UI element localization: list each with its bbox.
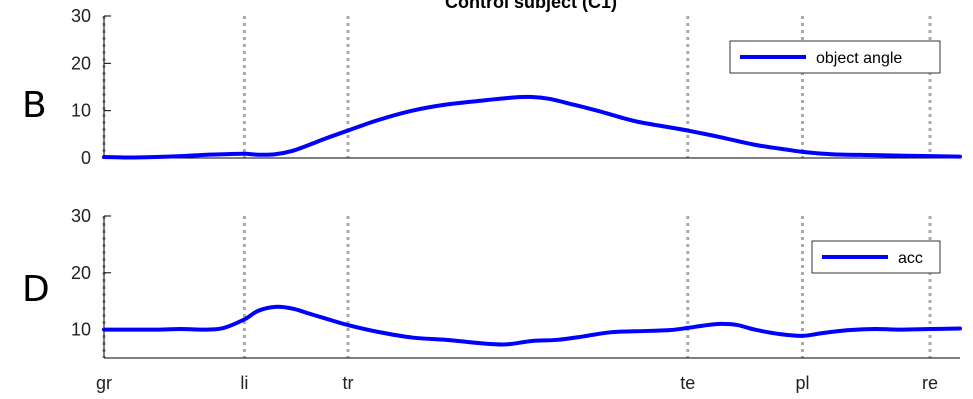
x-tick-label: re: [922, 373, 938, 393]
legend-label: object angle: [816, 50, 902, 67]
legend: [729, 40, 941, 74]
y-tick-label: 30: [71, 6, 91, 26]
x-tick-label: te: [680, 373, 695, 393]
y-tick-label: 20: [71, 53, 91, 73]
x-tick-label: pl: [795, 373, 809, 393]
panel-d: D 10 20 30 acc gr li tr te pl re: [22, 206, 962, 393]
x-tick-label: tr: [342, 373, 353, 393]
series-line-1: [102, 304, 962, 347]
legend-label: acc: [898, 250, 923, 267]
series-line-0: [102, 94, 962, 160]
panel-b: B 0 10 20 30 object angle: [22, 6, 962, 168]
chart-title: Control subject (C1): [445, 0, 617, 12]
y-tick-label: 20: [71, 263, 91, 283]
y-tick-label: 10: [71, 101, 91, 121]
x-tick-label: gr: [96, 373, 112, 393]
panel-letter: D: [22, 269, 50, 310]
y-tick-label: 0: [81, 148, 91, 168]
x-tick-label: li: [240, 373, 248, 393]
panel-letter: B: [22, 85, 47, 126]
y-tick-label: 30: [71, 206, 91, 226]
y-tick-label: 10: [71, 320, 91, 340]
